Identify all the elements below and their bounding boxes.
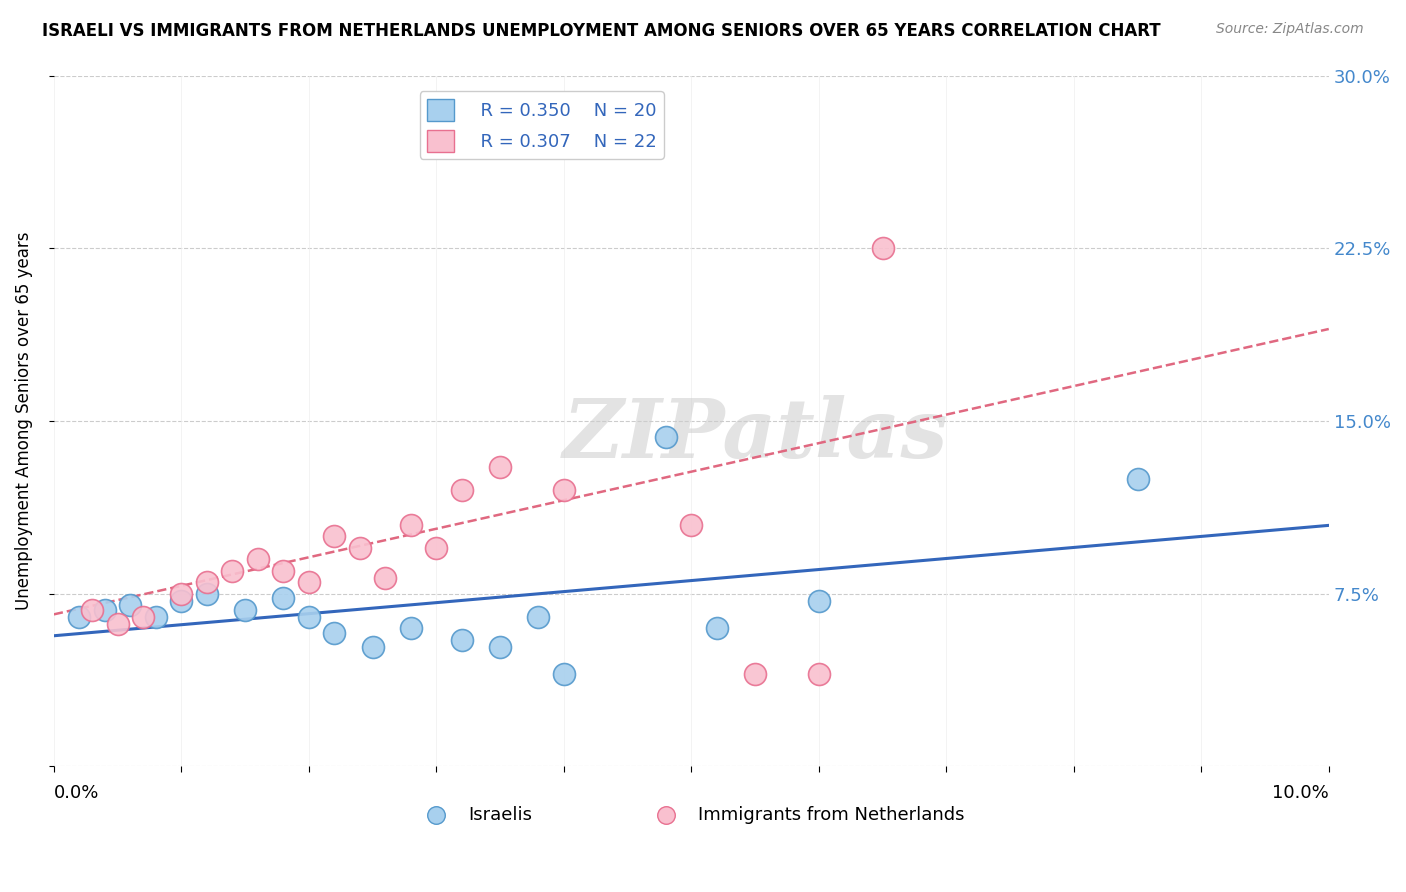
Point (195, 575, 218, 590)
Point (323, 529, 346, 543)
Point (553, 667, 575, 681)
Point (221, 564, 243, 578)
Point (195, 587, 218, 601)
Point (80, 603, 103, 617)
Point (1126, 471, 1149, 485)
Text: ZIPatlas: ZIPatlas (562, 395, 948, 475)
Point (489, 460, 512, 475)
Point (744, 667, 766, 681)
Point (450, 483, 472, 497)
Point (349, 541, 371, 555)
Text: ISRAELI VS IMMIGRANTS FROM NETHERLANDS UNEMPLOYMENT AMONG SENIORS OVER 65 YEARS : ISRAELI VS IMMIGRANTS FROM NETHERLANDS U… (42, 22, 1161, 40)
Point (233, 603, 256, 617)
Legend:   R = 0.350    N = 20,   R = 0.307    N = 22: R = 0.350 N = 20, R = 0.307 N = 22 (420, 92, 664, 159)
Point (120, 598, 142, 612)
Point (67, 609, 90, 624)
Point (170, 587, 193, 601)
Point (399, 517, 422, 532)
Point (298, 609, 321, 624)
Point (527, 609, 550, 624)
Text: Immigrants from Netherlands: Immigrants from Netherlands (697, 805, 965, 824)
Point (399, 621, 422, 635)
Point (706, 621, 728, 635)
Point (323, 625, 346, 640)
Point (616, 137, 638, 152)
Point (872, 241, 894, 255)
Point (132, 609, 155, 624)
Point (374, 570, 396, 584)
Point (450, 632, 472, 647)
Point (170, 593, 193, 607)
Point (273, 591, 295, 606)
Text: 0.0%: 0.0% (53, 784, 100, 802)
Point (807, 593, 830, 607)
Point (681, 517, 703, 532)
Point (489, 640, 512, 654)
Point (807, 667, 830, 681)
Y-axis label: Unemployment Among Seniors over 65 years: Unemployment Among Seniors over 65 years (15, 232, 32, 610)
Point (553, 483, 575, 497)
Text: Source: ZipAtlas.com: Source: ZipAtlas.com (1216, 22, 1364, 37)
Point (94, 603, 117, 617)
Point (361, 640, 384, 654)
Point (145, 609, 167, 624)
Text: 10.0%: 10.0% (1272, 784, 1329, 802)
Point (655, 430, 678, 444)
Point (425, 541, 447, 555)
Point (273, 564, 295, 578)
Point (107, 616, 129, 631)
Point (298, 575, 321, 590)
Point (246, 552, 269, 566)
Text: Israelis: Israelis (468, 805, 533, 824)
